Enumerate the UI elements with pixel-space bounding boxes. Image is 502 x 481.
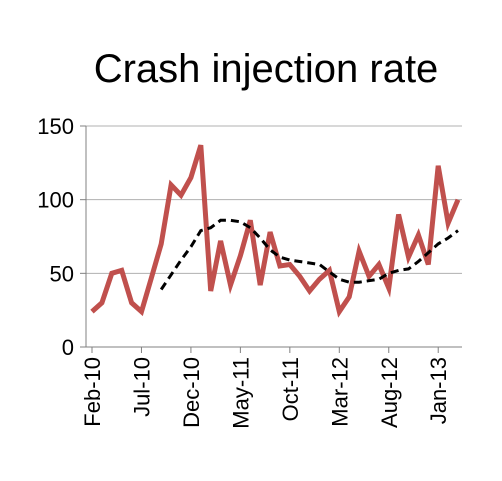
x-tick-label: May-11 xyxy=(228,357,253,429)
x-tick-label: Jul-10 xyxy=(129,357,154,417)
x-tick-label: Aug-12 xyxy=(377,357,402,428)
x-tick-label: Jan-13 xyxy=(426,357,451,424)
x-tick-label: Oct-11 xyxy=(278,357,303,421)
x-tick-label: Dec-10 xyxy=(179,357,204,428)
y-tick-label: 150 xyxy=(37,114,74,139)
series xyxy=(90,144,461,318)
series-line-trend xyxy=(159,218,459,291)
x-axis-ticks: Feb-10 Jul-10 Dec-10 May-11 Oct-11 Mar-12 Aug-… xyxy=(80,347,451,429)
x-tick-label: Feb-10 xyxy=(80,357,105,427)
y-tick-label: 0 xyxy=(62,335,74,360)
y-tick-label: 50 xyxy=(50,261,74,286)
y-axis-ticks: 0 50 100 150 xyxy=(37,114,86,360)
series-line-rate xyxy=(90,144,461,318)
x-tick-label: Mar-12 xyxy=(327,357,352,427)
chart-title: Crash injection rate xyxy=(94,47,439,91)
y-tick-label: 100 xyxy=(37,188,74,213)
axes xyxy=(85,126,462,348)
grid xyxy=(86,125,462,274)
